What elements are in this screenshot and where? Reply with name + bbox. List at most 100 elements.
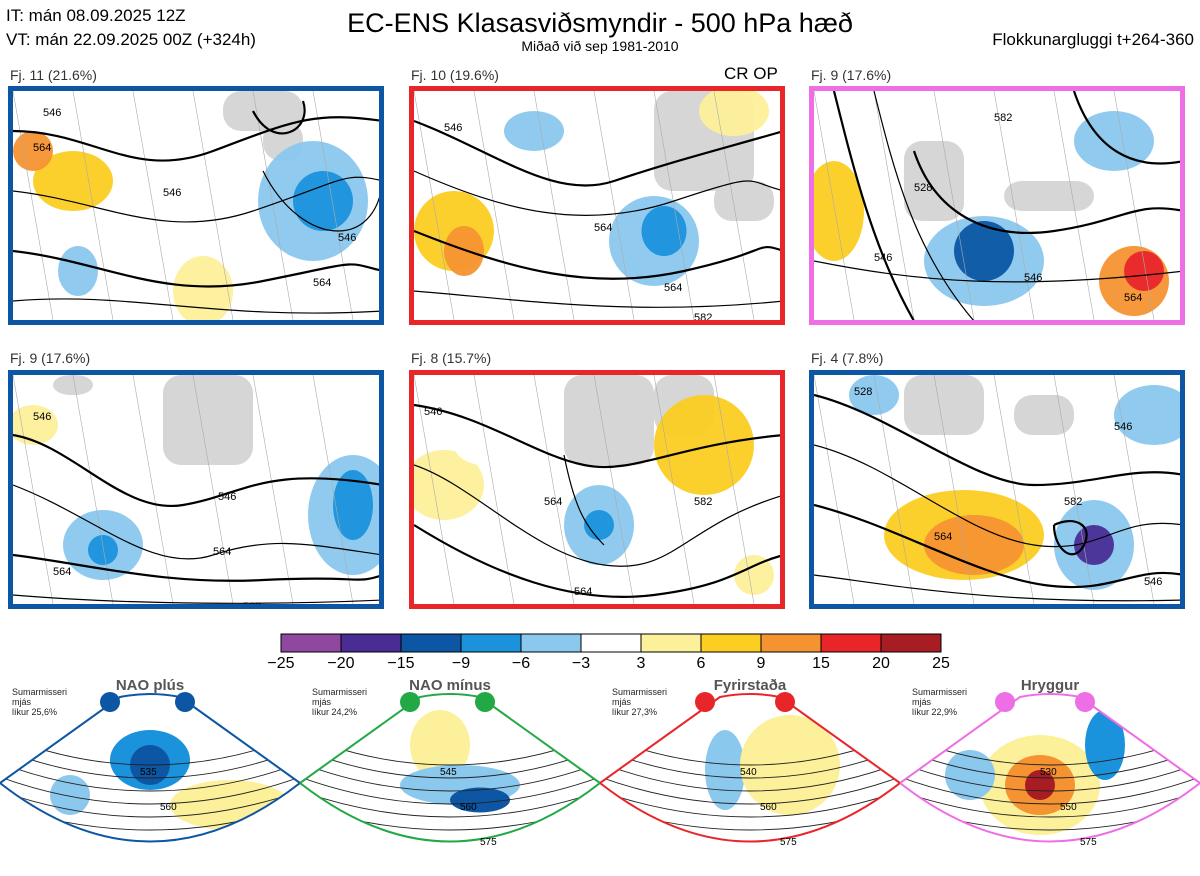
colorbar-tick: −15 <box>387 655 415 672</box>
graticule-line <box>72 91 114 320</box>
height-contour <box>13 433 379 508</box>
contour-label: 564 <box>313 277 331 289</box>
anomaly-area <box>1074 525 1114 565</box>
colorbar-tick: −25 <box>267 655 295 672</box>
panel-2-label: Fj. 10 (19.6%) <box>411 67 499 83</box>
colorbar-swatch <box>760 633 822 653</box>
regime-anomaly <box>740 715 840 815</box>
anomaly-area <box>924 515 1024 575</box>
height-contour <box>1052 520 1088 556</box>
height-contour <box>414 290 780 308</box>
graticule-line <box>873 91 915 320</box>
cluster-panel-4[interactable]: 546 546 564 564 582 <box>8 370 384 609</box>
colorbar-tick: 15 <box>812 655 830 672</box>
contour-label: 582 <box>994 112 1012 124</box>
contour-label: 564 <box>594 222 612 234</box>
regime-2-map: 545 560 575 <box>298 693 602 848</box>
cluster-panel-5[interactable]: 546 564 564 582 <box>409 370 785 609</box>
regime-info: Sumarmisseri mjás líkur 22,9% <box>912 687 968 717</box>
anomaly-area <box>293 171 353 231</box>
regime-marker-dot <box>695 692 715 712</box>
cluster-panel-6[interactable]: 528 546 564 546 582 <box>809 370 1185 609</box>
anomaly-area <box>849 375 899 415</box>
land-mask <box>1014 395 1074 435</box>
regime-border <box>598 693 902 843</box>
regime-contour-label: 560 <box>760 802 777 813</box>
graticule-line <box>533 375 575 604</box>
land-mask <box>564 375 654 465</box>
land-mask <box>1004 181 1094 211</box>
regime-contour <box>900 776 1200 805</box>
height-contour <box>13 298 379 314</box>
graticule-line <box>873 375 915 604</box>
anomaly-area <box>1074 111 1154 171</box>
contour-label: 546 <box>1114 421 1132 433</box>
colorbar-swatch <box>700 633 762 653</box>
contour-label: 528 <box>914 182 932 194</box>
graticule-line <box>1113 91 1155 320</box>
regime-contour <box>0 776 300 805</box>
graticule-line <box>814 375 855 604</box>
contour-label: 546 <box>874 252 892 264</box>
height-contour <box>414 229 780 280</box>
contour-label: 582 <box>243 601 261 604</box>
colorbar-swatch <box>640 633 702 653</box>
regime-border <box>898 693 1200 843</box>
height-contour <box>814 444 1180 548</box>
regime-name: NAO mínus <box>409 677 491 694</box>
regime-contour <box>0 748 300 779</box>
regime-nao-minus[interactable]: 545 560 575 NAO mínus Sumarmisseri mjás líkur … <box>298 675 602 871</box>
regime-contour-label: 575 <box>780 837 797 848</box>
contour-label: 546 <box>33 411 51 423</box>
regime-marker-dot <box>175 692 195 712</box>
regime-border <box>0 693 302 843</box>
graticule-line <box>132 91 174 320</box>
contour-label: 546 <box>1144 576 1162 588</box>
colorbar-tick: 9 <box>756 655 766 672</box>
contour-label: 528 <box>854 386 872 398</box>
height-contour <box>13 553 379 582</box>
anomaly-area <box>699 91 769 136</box>
anomaly-area <box>333 470 373 540</box>
land-mask <box>163 375 253 465</box>
height-contour <box>814 260 1180 283</box>
height-contour <box>414 119 780 187</box>
contour-label: 582 <box>694 496 712 508</box>
colorbar-tick: −9 <box>451 655 471 672</box>
land-mask <box>904 141 964 221</box>
regime-blocking[interactable]: 540 560 575 Fyrirstaða Sumarmisseri mjás líkur… <box>598 675 902 871</box>
height-contour <box>873 91 974 320</box>
colorbar <box>280 633 942 653</box>
colorbar-tick: 20 <box>872 655 890 672</box>
graticule-line <box>252 91 294 320</box>
colorbar-tick: −3 <box>571 655 591 672</box>
regime-4-map: 530 550 575 <box>898 693 1200 848</box>
colorbar-swatch <box>400 633 462 653</box>
graticule-line <box>473 91 515 320</box>
anomaly-area <box>414 450 484 520</box>
regime-contour-label: 540 <box>740 767 757 778</box>
land-mask <box>714 181 774 221</box>
cluster-panel-1[interactable]: 546 564 546 546 564 <box>8 86 384 325</box>
graticule-line <box>414 91 455 320</box>
anomaly-area <box>734 555 774 595</box>
regime-contour-label: 530 <box>1040 767 1057 778</box>
colorbar-swatch <box>280 633 342 653</box>
anomaly-area <box>58 246 98 296</box>
anomaly-area <box>641 206 687 256</box>
regime-marker-dot <box>475 692 495 712</box>
anomaly-area <box>33 151 113 211</box>
graticule-line <box>132 375 174 604</box>
cluster-panel-3[interactable]: 528 546 546 564 582 <box>809 86 1185 325</box>
colorbar-tick: −20 <box>327 655 355 672</box>
regime-ridge[interactable]: 530 550 575 Hryggur Sumarmisseri mjás líkur 22… <box>898 675 1200 871</box>
contour-label: 546 <box>338 232 356 244</box>
page-subtitle: Miðað við sep 1981-2010 <box>521 38 679 54</box>
panel-6-map: 528 546 564 546 582 <box>814 375 1180 604</box>
cluster-panel-2[interactable]: 546 564 564 582 <box>409 86 785 325</box>
regime-anomaly <box>410 710 470 780</box>
regime-contour <box>600 762 900 792</box>
colorbar-tick: 6 <box>696 655 706 672</box>
colorbar-swatch <box>340 633 402 653</box>
regime-nao-plus[interactable]: 535 560 NAO plús Sumarmisseri mjás líkur 25,6… <box>0 675 302 871</box>
